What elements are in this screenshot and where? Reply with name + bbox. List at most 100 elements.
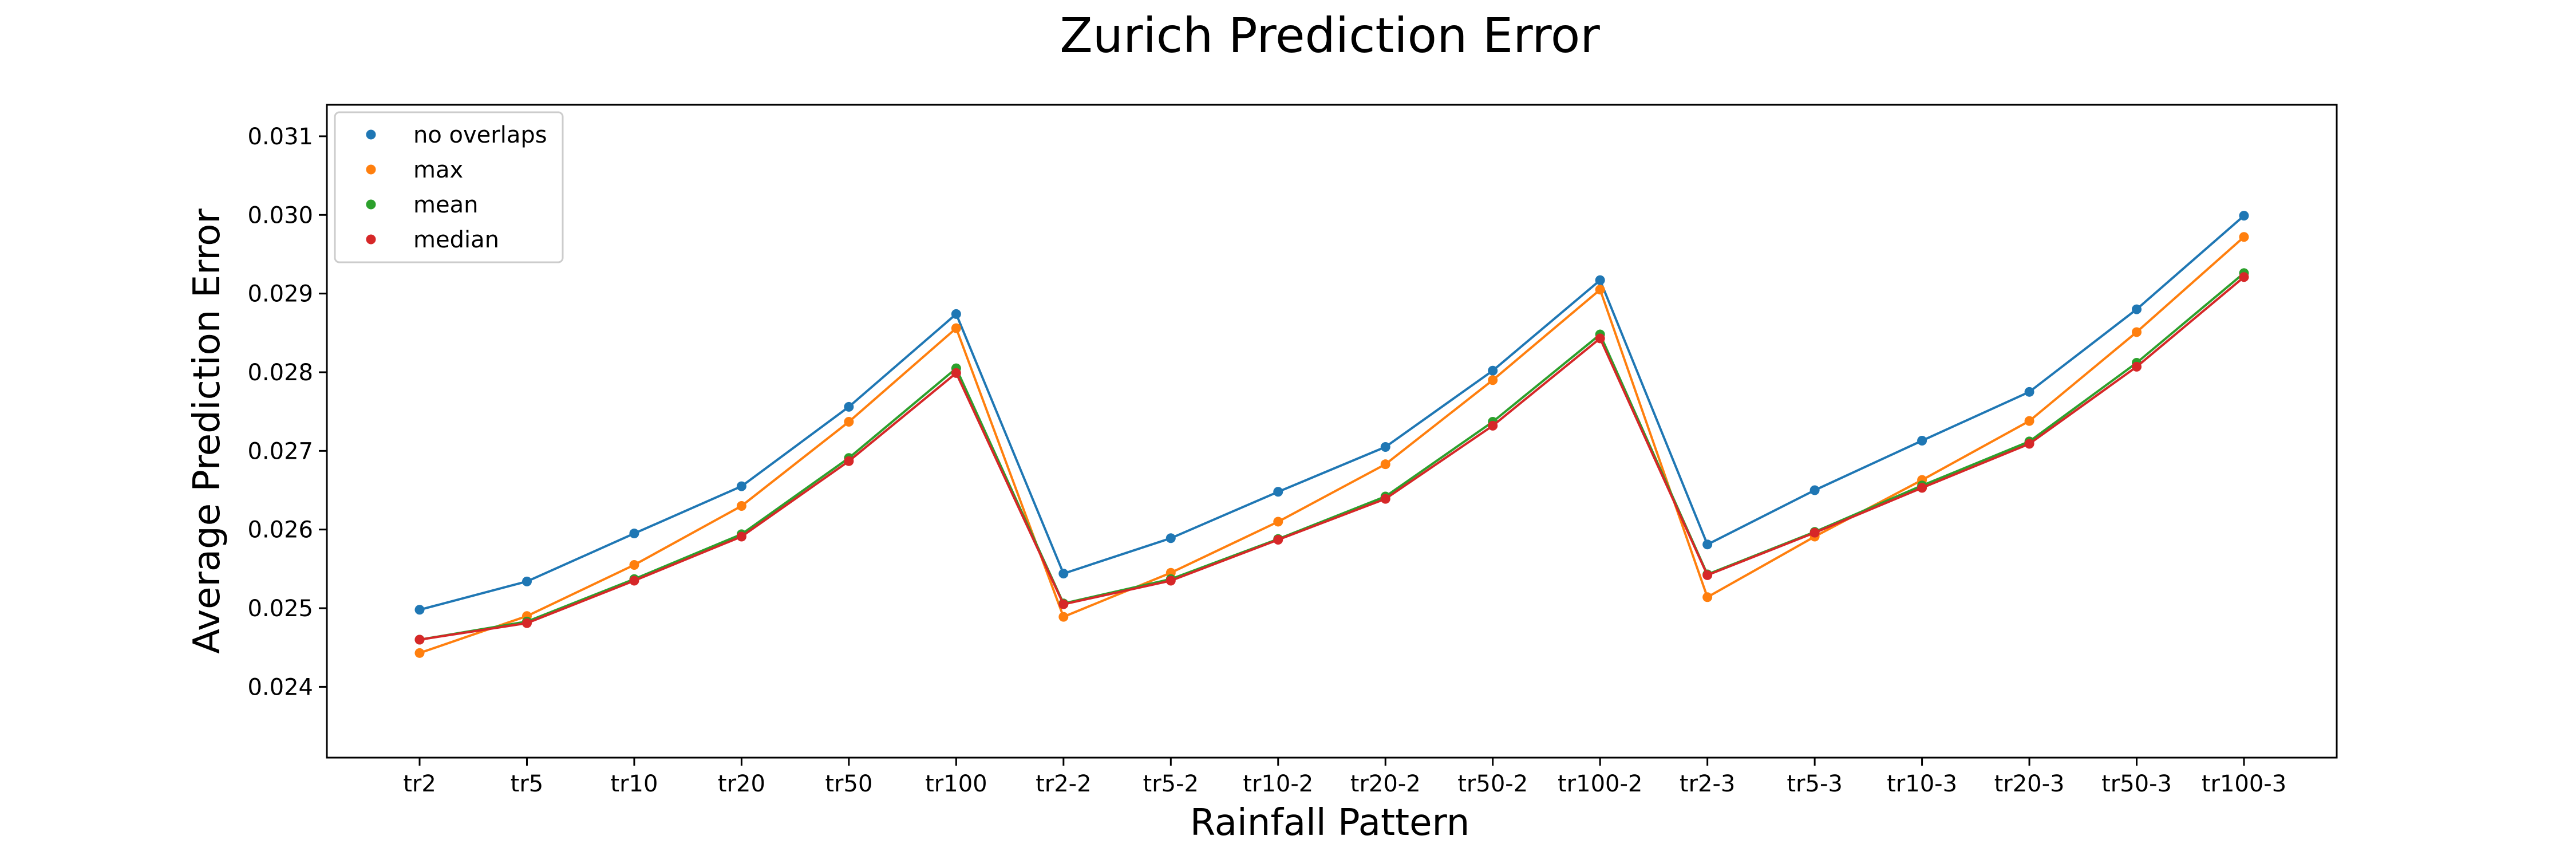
data-point	[2132, 304, 2142, 314]
x-tick-label: tr20-3	[1994, 771, 2065, 797]
data-point	[2239, 272, 2249, 282]
data-point	[1273, 535, 1283, 545]
data-point	[1058, 612, 1069, 622]
data-point	[414, 635, 425, 645]
data-point	[1058, 569, 1069, 579]
x-tick-label: tr2-3	[1680, 771, 1735, 797]
x-tick-label: tr50-3	[2101, 771, 2172, 797]
data-point	[1702, 539, 1713, 550]
series-mean	[414, 268, 2249, 645]
data-point	[736, 501, 746, 511]
data-point	[1165, 533, 1176, 543]
y-tick-label: 0.029	[247, 281, 313, 308]
data-point	[1273, 487, 1283, 497]
data-point	[951, 323, 961, 333]
data-point	[2239, 232, 2249, 242]
y-tick-label: 0.026	[247, 517, 313, 543]
legend-marker	[366, 164, 376, 175]
data-point	[1702, 592, 1713, 602]
data-point	[1380, 494, 1390, 504]
series-line	[419, 215, 2245, 611]
data-point	[2132, 327, 2142, 337]
data-point	[1488, 375, 1498, 385]
x-axis-label: Rainfall Pattern	[1190, 802, 1470, 844]
x-tick-label: tr100	[925, 771, 987, 797]
data-point	[414, 648, 425, 658]
x-tick-label: tr100-2	[1558, 771, 1642, 797]
data-point	[1380, 459, 1390, 470]
legend-marker	[366, 234, 376, 245]
x-tick-label: tr2	[403, 771, 436, 797]
y-tick-label: 0.024	[247, 674, 313, 700]
x-tick-label: tr5-3	[1787, 771, 1842, 797]
x-tick-label: tr2-2	[1036, 771, 1091, 797]
legend-marker	[366, 129, 376, 140]
data-point	[951, 309, 961, 319]
x-tick-label: tr10-2	[1243, 771, 1313, 797]
data-point	[629, 529, 639, 539]
x-tick-label: tr10-3	[1887, 771, 1957, 797]
plot-frame	[326, 104, 2338, 759]
data-point	[629, 576, 639, 586]
legend: no overlaps max mean median	[334, 111, 564, 263]
series-line	[419, 236, 2245, 655]
data-point	[1380, 442, 1390, 452]
x-tick-label: tr20-2	[1350, 771, 1421, 797]
data-point	[1488, 365, 1498, 376]
data-point	[844, 456, 854, 466]
legend-label: max	[413, 157, 463, 183]
data-point	[2024, 387, 2034, 397]
data-point	[1809, 527, 1820, 538]
chart-title: Zurich Prediction Error	[1060, 7, 1600, 64]
data-point	[736, 481, 746, 491]
data-point	[1809, 485, 1820, 495]
y-axis: 0.024 0.025 0.026 0.027 0.028 0.029 0.030 0.031	[247, 124, 327, 700]
series-no-overlaps	[414, 211, 2249, 615]
data-point	[414, 605, 425, 615]
data-point	[1595, 285, 1605, 295]
series-line	[419, 276, 2245, 641]
data-point	[629, 559, 639, 570]
legend-label: median	[413, 227, 499, 253]
data-point	[844, 401, 854, 412]
x-tick-label: tr10	[610, 771, 658, 797]
data-point	[2132, 361, 2142, 372]
data-point	[1917, 435, 1927, 446]
data-point	[736, 531, 746, 542]
data-point	[1595, 275, 1605, 285]
data-point	[521, 618, 532, 628]
legend-box	[334, 111, 564, 263]
legend-marker	[366, 199, 376, 210]
x-tick-label: tr20	[718, 771, 765, 797]
data-point	[1595, 333, 1605, 344]
data-point	[2239, 211, 2249, 221]
y-tick-label: 0.030	[247, 202, 313, 228]
data-point	[521, 576, 532, 586]
y-tick-label: 0.027	[247, 438, 313, 464]
data-point	[2024, 416, 2034, 426]
series-median	[414, 272, 2249, 645]
legend-label: mean	[413, 192, 478, 218]
x-axis: tr2 tr5 tr10 tr20 tr50 tr100 tr2-2 tr5-2 tr10-2 t…	[403, 758, 2286, 797]
x-tick-label: tr5	[511, 771, 544, 797]
data-point	[951, 368, 961, 378]
legend-label: no overlaps	[413, 122, 547, 148]
data-point	[2024, 439, 2034, 449]
y-axis-label: Average Prediction Error	[186, 208, 228, 654]
series-line	[419, 272, 2245, 641]
x-tick-label: tr100-3	[2202, 771, 2286, 797]
data-point	[1165, 576, 1176, 586]
x-tick-label: tr50	[825, 771, 872, 797]
data-point	[1488, 420, 1498, 431]
y-tick-label: 0.031	[247, 124, 313, 150]
x-tick-label: tr5-2	[1143, 771, 1199, 797]
data-point	[1058, 599, 1069, 609]
data-point	[1702, 570, 1713, 580]
series-max	[414, 232, 2249, 658]
y-tick-label: 0.028	[247, 360, 313, 386]
data-point	[1917, 483, 1927, 493]
plot-area	[414, 211, 2249, 658]
x-tick-label: tr50-2	[1457, 771, 1528, 797]
